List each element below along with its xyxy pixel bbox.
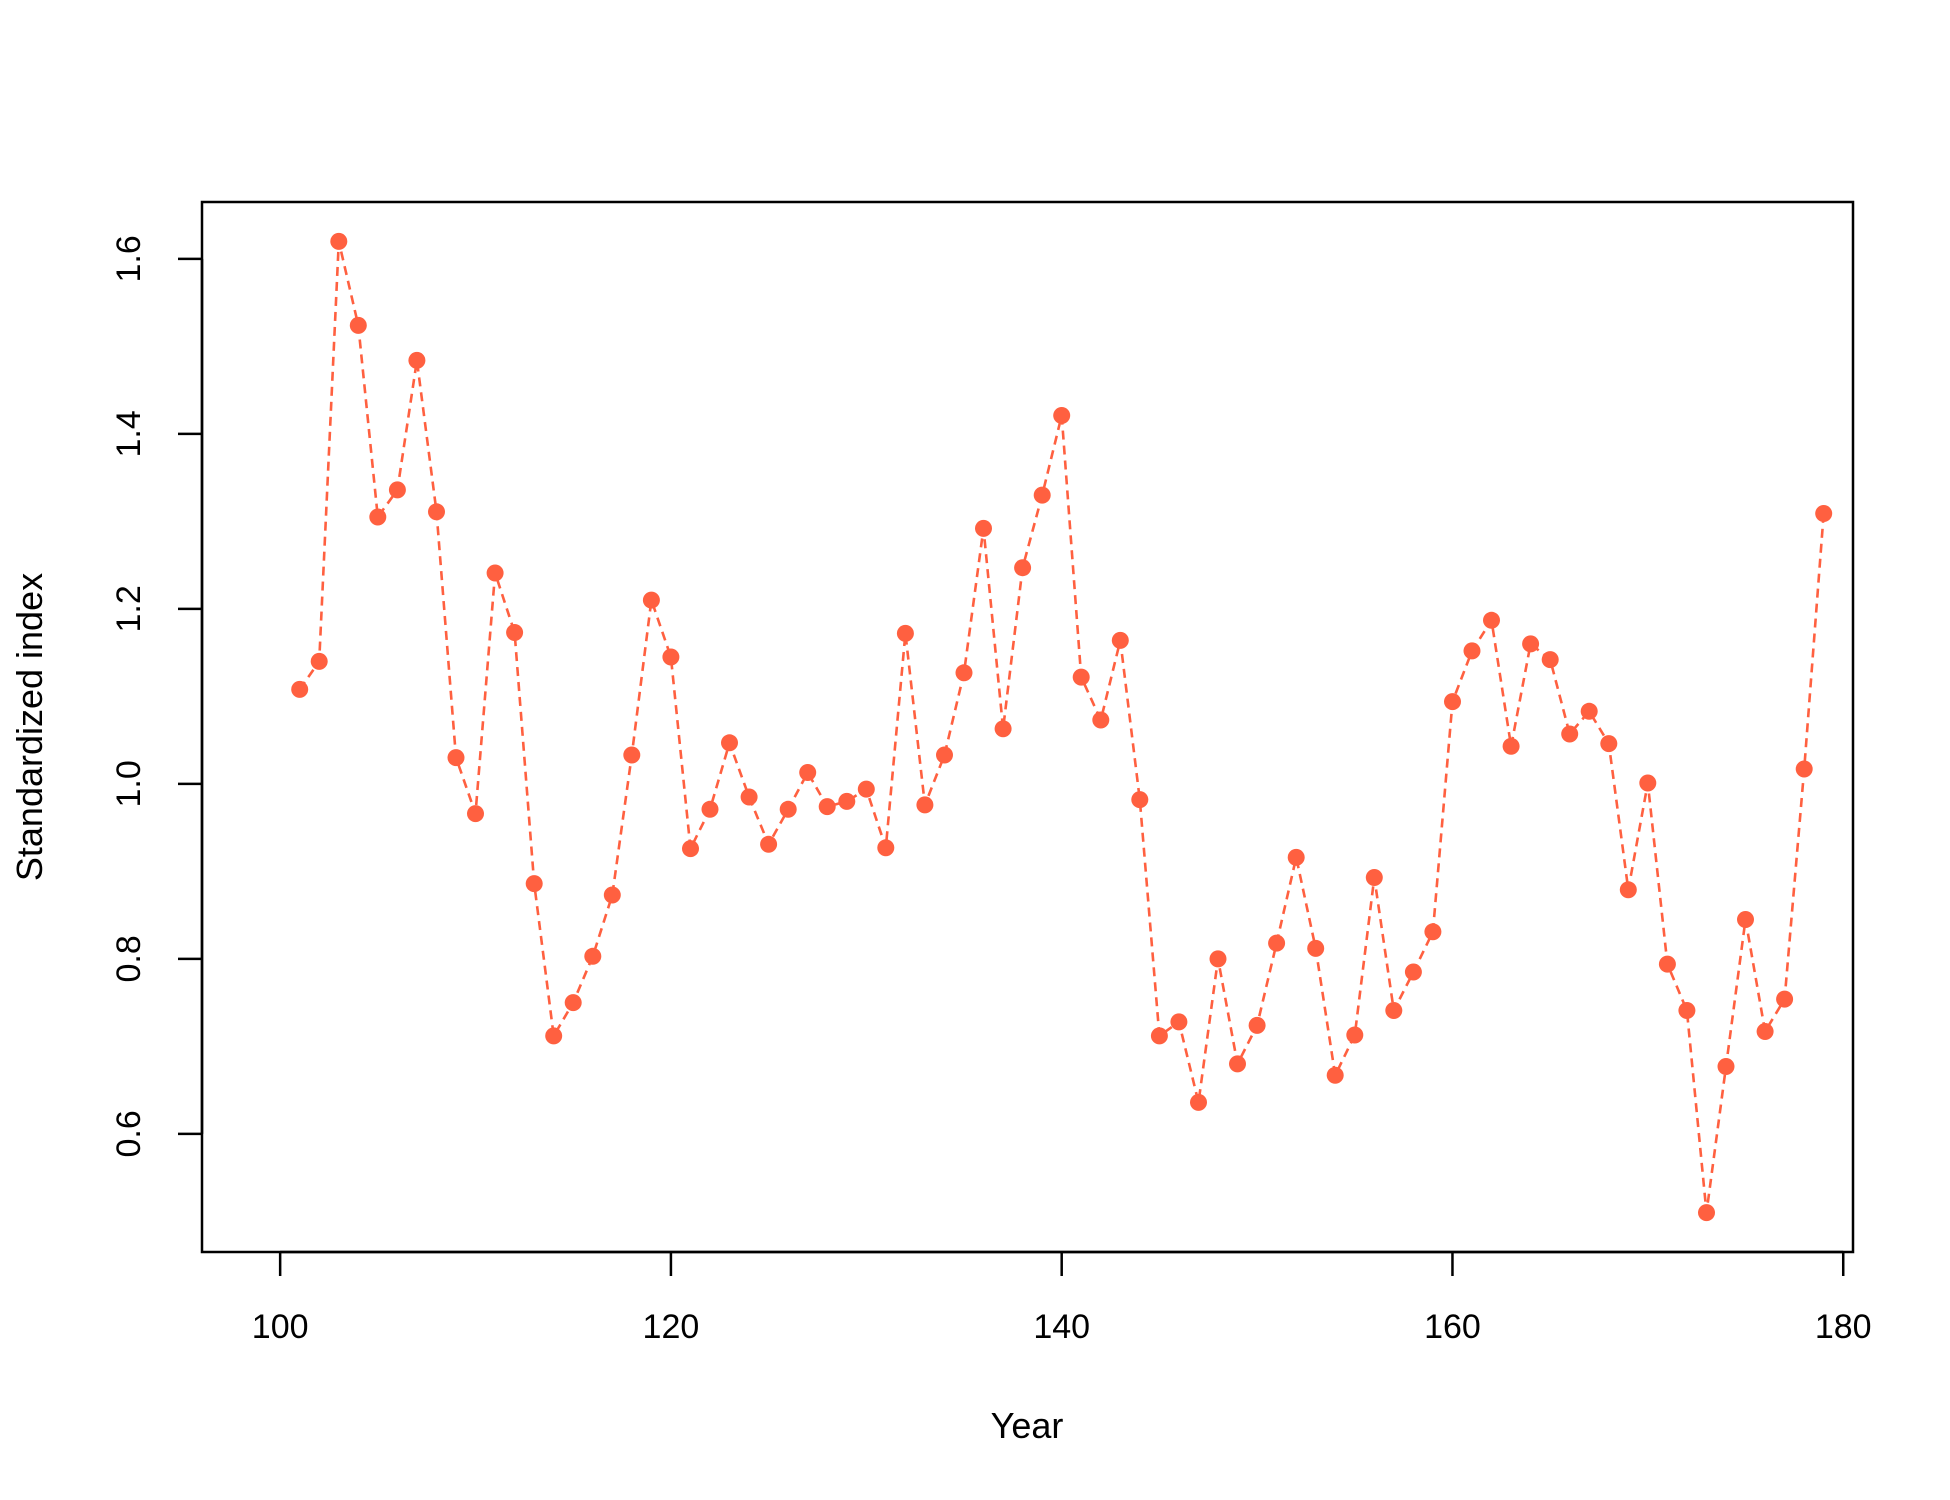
data-point: [1014, 559, 1032, 577]
data-point: [1639, 774, 1657, 792]
data-point: [1678, 1002, 1696, 1019]
x-tick-label: 180: [1815, 1308, 1872, 1346]
data-point: [1815, 505, 1833, 522]
data-point: [701, 800, 719, 818]
data-point: [1072, 668, 1090, 686]
data-point: [936, 746, 953, 764]
data-point: [1404, 963, 1422, 981]
data-point: [486, 564, 504, 582]
data-point: [1737, 911, 1754, 928]
data-point: [1150, 1027, 1168, 1045]
y-tick-label: 1.2: [110, 585, 148, 632]
data-point: [975, 519, 992, 537]
y-tick-label: 1.0: [110, 760, 148, 807]
data-point: [838, 792, 856, 810]
x-axis-title: Year: [991, 1405, 1064, 1446]
data-point: [760, 835, 778, 853]
series-layer: [291, 232, 1833, 1222]
data-point: [1463, 642, 1481, 660]
data-point: [1248, 1016, 1266, 1034]
data-point: [467, 805, 484, 823]
data-point: [1385, 1002, 1403, 1019]
data-point: [994, 720, 1012, 738]
data-point: [1580, 702, 1598, 720]
y-tick-label: 1.6: [110, 235, 148, 282]
data-point: [447, 749, 465, 767]
x-axis: 100 120 140 160 180: [252, 1250, 1872, 1346]
data-point: [1229, 1055, 1246, 1073]
y-axis: 0.6 0.8 1.0 1.2 1.4 1.6: [110, 235, 204, 1158]
data-point: [740, 788, 758, 806]
data-point: [584, 947, 602, 965]
data-point: [1522, 635, 1540, 653]
data-point: [1170, 1013, 1188, 1031]
data-point: [857, 780, 875, 798]
data-point: [877, 839, 895, 857]
data-point: [1346, 1026, 1364, 1044]
data-point: [1365, 869, 1383, 886]
data-point: [1658, 955, 1676, 973]
data-point: [1698, 1204, 1715, 1222]
data-point: [1483, 611, 1500, 629]
data-point: [1268, 934, 1286, 952]
data-point: [799, 764, 817, 781]
data-point: [682, 840, 699, 858]
data-point: [1033, 486, 1051, 504]
data-point: [623, 746, 641, 764]
x-tick-label: 100: [252, 1308, 309, 1346]
data-point: [916, 796, 934, 814]
data-point: [721, 734, 738, 752]
data-point: [1561, 725, 1579, 743]
data-point: [330, 232, 348, 250]
data-point: [642, 591, 660, 609]
y-tick-label: 0.6: [110, 1110, 148, 1157]
data-point: [1111, 631, 1129, 649]
y-tick-label: 1.4: [110, 410, 148, 457]
data-point: [1756, 1023, 1774, 1040]
data-point: [310, 652, 328, 670]
data-point: [1619, 881, 1637, 899]
x-tick-label: 120: [643, 1308, 700, 1346]
data-point: [603, 886, 621, 904]
y-axis-title: Standardized index: [9, 573, 50, 881]
data-point: [1424, 923, 1442, 941]
data-point: [428, 503, 445, 521]
data-point: [1307, 939, 1325, 957]
data-point: [408, 351, 426, 369]
data-point: [896, 624, 914, 642]
data-point: [1209, 950, 1227, 968]
data-point: [1541, 651, 1559, 669]
data-point: [1776, 990, 1794, 1008]
data-point: [506, 624, 524, 641]
data-point: [291, 680, 309, 698]
data-point: [1131, 791, 1149, 809]
data-point: [1795, 760, 1813, 778]
data-point: [955, 664, 973, 682]
data-point: [1444, 693, 1461, 711]
x-tick-label: 160: [1424, 1308, 1481, 1346]
data-point: [349, 316, 367, 334]
data-point: [1502, 737, 1520, 755]
data-point: [779, 800, 797, 818]
y-tick-label: 0.8: [110, 935, 148, 982]
data-point: [369, 508, 387, 526]
data-point: [1287, 848, 1305, 866]
data-point: [1092, 711, 1110, 729]
data-point: [525, 875, 543, 893]
data-point: [388, 481, 406, 499]
data-point: [662, 648, 680, 666]
data-point: [818, 798, 836, 816]
data-point: [1600, 735, 1618, 753]
data-point: [545, 1027, 563, 1045]
x-tick-label: 140: [1033, 1308, 1090, 1346]
data-point: [1326, 1066, 1344, 1084]
plot-frame: [200, 200, 1855, 1254]
data-point: [1190, 1093, 1207, 1111]
data-point: [564, 994, 582, 1012]
series-line: [298, 241, 1825, 1213]
data-point: [1717, 1058, 1735, 1075]
data-point: [1053, 407, 1071, 424]
